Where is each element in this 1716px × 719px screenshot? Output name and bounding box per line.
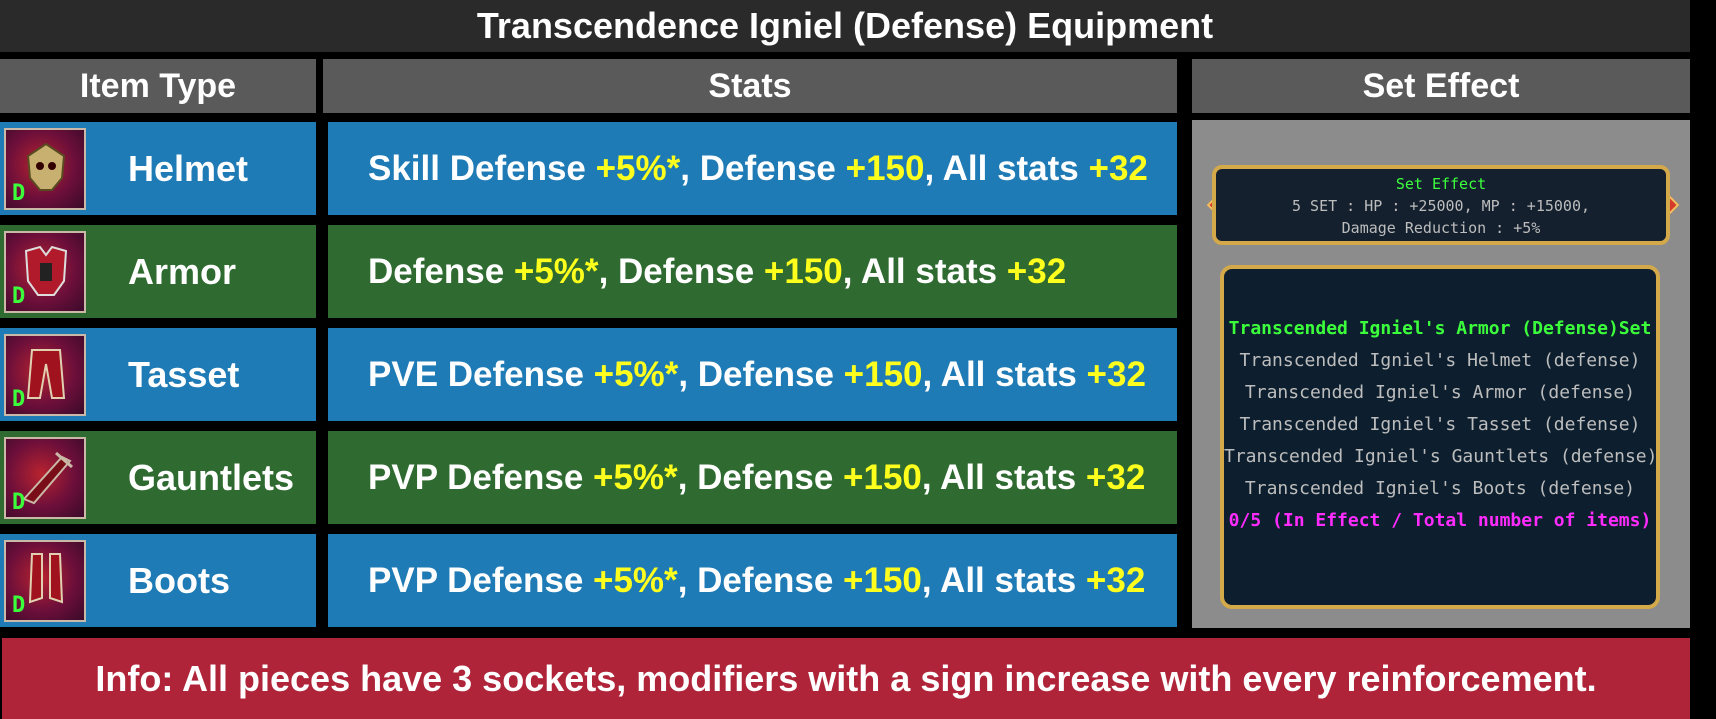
armor-icon: D [4,231,86,313]
set-piece: Transcended Igniel's Tasset (defense) [1239,414,1641,435]
set-effect-line: 5 SET : HP : +25000, MP : +15000, [1291,197,1590,215]
stat-text: , All stats [924,148,1089,188]
set-piece-list: Transcended Igniel's Armor (Defense)Set … [1220,265,1660,609]
stat-text: , All stats [842,251,1007,291]
stat-value: +150 [843,560,922,600]
stats-row-helmet: Skill Defense +5%*, Defense +150, All st… [328,122,1177,215]
item-name: Tasset [128,353,240,395]
stat-text: , Defense [680,148,846,188]
item-row-armor: D Armor [0,225,316,318]
stat-value: +32 [1086,354,1146,394]
stat-text: PVE Defense [368,354,594,394]
grade-badge: D [12,284,26,309]
stats-row-gauntlets: PVP Defense +5%*, Defense +150, All stat… [328,431,1177,524]
boots-icon: D [4,540,86,622]
stat-value: +150 [843,457,922,497]
stat-text: Skill Defense [368,148,596,188]
grade-badge: D [12,490,26,515]
helmet-icon: D [4,128,86,210]
info-bar: Info: All pieces have 3 sockets, modifie… [2,638,1690,719]
stat-value: +32 [1085,457,1146,497]
grade-badge: D [12,181,26,206]
stats-row-armor: Defense +5%*, Defense +150, All stats +3… [328,225,1177,318]
stat-text: , Defense [677,457,844,497]
grade-badge: D [12,593,26,618]
gauntlets-icon: D [4,437,86,519]
stat-value: +5%* [593,560,678,600]
item-name: Armor [128,250,237,292]
set-effect-panel: Set Effect 5 SET : HP : +25000, MP : +15… [1192,120,1690,628]
stat-text: , All stats [921,457,1086,497]
item-name: Boots [128,559,230,601]
set-piece: Transcended Igniel's Armor (defense) [1244,382,1636,403]
item-row-gauntlets: D Gauntlets [0,431,316,524]
stat-value: +5%* [593,354,679,394]
stat-text: , Defense [598,251,764,291]
set-piece: Transcended Igniel's Gauntlets (defense) [1224,446,1658,467]
set-effect-badge: Set Effect 5 SET : HP : +25000, MP : +15… [1212,165,1670,245]
stat-text: , Defense [677,560,844,600]
item-row-tasset: D Tasset [0,328,316,421]
stat-text: PVP Defense [368,560,594,600]
item-row-helmet: D Helmet [0,122,316,215]
page-title: Transcendence Igniel (Defense) Equipment [0,0,1690,52]
header-item-type: Item Type [0,59,316,113]
set-piece: Transcended Igniel's Helmet (defense) [1239,350,1641,371]
item-row-boots: D Boots [0,534,316,627]
stat-text: Defense [368,251,514,291]
stat-value: +32 [1088,148,1148,188]
grade-badge: D [12,387,26,412]
set-effect-badge-title: Set Effect [1395,175,1487,193]
set-effect-line: Damage Reduction : +5% [1341,219,1541,237]
stat-value: +32 [1085,560,1146,600]
item-name: Helmet [128,147,249,189]
stat-text: , All stats [921,560,1086,600]
stat-value: +150 [845,148,925,188]
stat-text: , All stats [922,354,1087,394]
stats-row-tasset: PVE Defense +5%*, Defense +150, All stat… [328,328,1177,421]
header-set-effect: Set Effect [1192,59,1690,113]
stat-value: +5%* [513,251,599,291]
header-stats: Stats [323,59,1177,113]
stats-row-boots: PVP Defense +5%*, Defense +150, All stat… [328,534,1177,627]
stat-value: +150 [763,251,843,291]
stat-text: PVP Defense [368,457,594,497]
set-count: 0/5 (In Effect / Total number of items) [1228,510,1652,531]
stat-value: +32 [1006,251,1067,291]
stat-value: +5%* [595,148,681,188]
tasset-icon: D [4,334,86,416]
stat-value: +150 [843,354,923,394]
set-piece: Transcended Igniel's Boots (defense) [1244,478,1636,499]
item-name: Gauntlets [128,456,295,498]
stat-text: , Defense [678,354,844,394]
stat-value: +5%* [593,457,678,497]
set-name: Transcended Igniel's Armor (Defense)Set [1228,318,1652,339]
